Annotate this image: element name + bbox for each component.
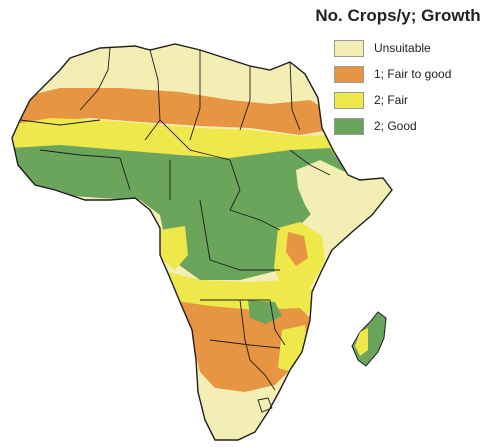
zone-fair-to-good-south bbox=[170, 300, 312, 392]
zone-fair-to-good-north bbox=[12, 88, 330, 135]
legend-label-fair-to-good: 1; Fair to good bbox=[374, 67, 452, 81]
legend-swatch-good bbox=[334, 118, 364, 135]
zone-layer bbox=[12, 88, 392, 440]
lesotho-outline bbox=[257, 397, 273, 413]
zone-unsuitable-horn bbox=[296, 160, 392, 238]
legend-title: No. Crops/y; Growth bbox=[315, 6, 481, 25]
legend-swatch-fair bbox=[334, 92, 364, 109]
madagascar-island bbox=[351, 311, 387, 367]
country-borders bbox=[19, 47, 331, 391]
zone-good-central bbox=[12, 145, 345, 280]
zone-good-south bbox=[248, 300, 282, 324]
legend-label-unsuitable: Unsuitable bbox=[374, 41, 431, 55]
madagascar-west-zone bbox=[355, 328, 368, 356]
legend-swatch-unsuitable bbox=[334, 40, 364, 57]
legend-swatch-fair-to-good bbox=[334, 66, 364, 83]
legend-label-fair: 2; Fair bbox=[374, 93, 409, 107]
zone-fair-to-good-east bbox=[286, 232, 308, 266]
zone-unsuitable-south bbox=[198, 384, 290, 440]
zone-fair-congo bbox=[160, 226, 188, 270]
legend-label-good: 2; Good bbox=[374, 119, 417, 133]
